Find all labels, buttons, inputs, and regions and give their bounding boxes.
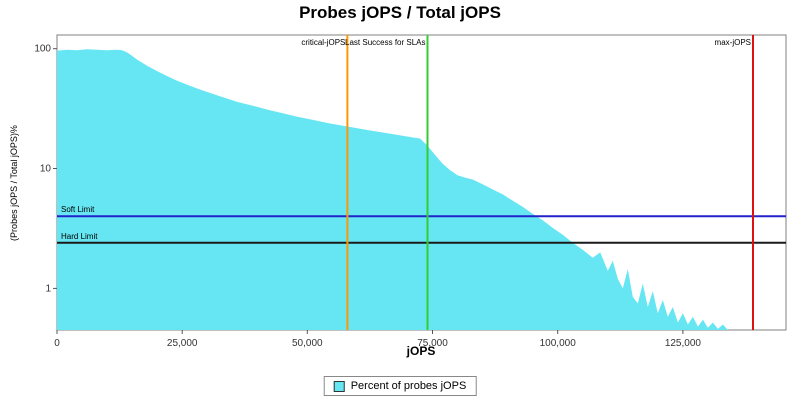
vline-label: critical-jOPS	[301, 38, 345, 47]
vline-label: Last Success for SLAs	[345, 38, 425, 47]
x-tick-label: 100,000	[540, 338, 577, 349]
y-tick-label: 100	[34, 44, 51, 55]
x-tick-label: 125,000	[665, 338, 702, 349]
legend-swatch	[333, 380, 345, 392]
legend-label: Percent of probes jOPS	[350, 380, 467, 392]
x-tick-label: 75,000	[417, 338, 448, 349]
hline-label: Soft Limit	[61, 205, 95, 214]
vline-label: max-jOPS	[715, 38, 751, 47]
x-tick-label: 0	[54, 338, 60, 349]
hline-label: Hard Limit	[61, 232, 98, 241]
x-tick-label: 50,000	[292, 338, 323, 349]
x-axis-title: jOPS	[406, 344, 436, 358]
chart-title: Probes jOPS / Total jOPS	[299, 3, 501, 22]
y-axis-title: (Probes jOPS / Total jOPS)%	[9, 125, 19, 241]
y-tick-label: 10	[40, 164, 52, 175]
y-tick-label: 1	[45, 283, 51, 294]
series-area	[57, 49, 728, 330]
legend: Percent of probes jOPS	[323, 376, 477, 396]
x-tick-label: 25,000	[167, 338, 198, 349]
